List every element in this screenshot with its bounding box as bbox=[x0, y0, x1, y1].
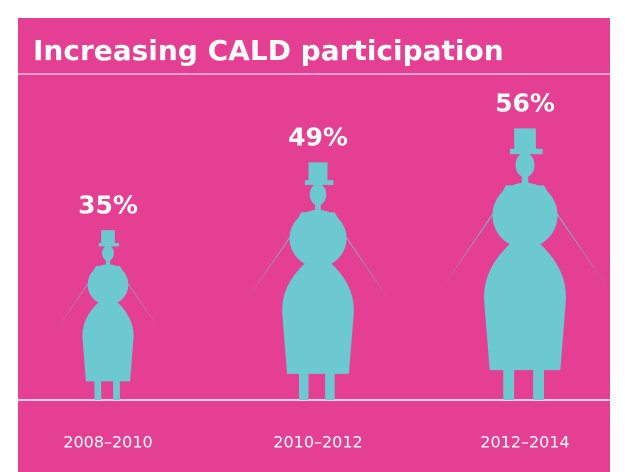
figure-part bbox=[102, 245, 114, 261]
x-tick-label: 2012–2014 bbox=[480, 433, 569, 452]
figure bbox=[57, 230, 159, 400]
figure-part bbox=[87, 264, 129, 305]
figure-part bbox=[94, 380, 102, 400]
figure-part bbox=[57, 267, 100, 329]
figure-part bbox=[325, 372, 335, 400]
figure-part bbox=[113, 380, 120, 400]
value-label: 56% bbox=[495, 88, 555, 117]
x-tick-label: 2010–2012 bbox=[273, 433, 362, 452]
value-label: 49% bbox=[288, 122, 348, 151]
figure-part bbox=[484, 242, 566, 371]
x-tick-label: 2008–2010 bbox=[63, 433, 152, 452]
figure-part bbox=[309, 183, 327, 206]
figure-part bbox=[315, 202, 321, 215]
figure-part bbox=[533, 368, 545, 400]
figure-part bbox=[443, 188, 512, 286]
figure-part bbox=[308, 162, 328, 182]
figure-part bbox=[503, 368, 515, 400]
figure-part bbox=[98, 242, 120, 247]
figure-part bbox=[514, 128, 536, 151]
figure-part bbox=[101, 230, 115, 244]
value-label: 35% bbox=[78, 190, 138, 219]
figure-part bbox=[510, 148, 543, 155]
figure-part bbox=[289, 209, 347, 267]
figure-part bbox=[298, 372, 309, 400]
chart-title: Increasing CALD participation bbox=[33, 34, 504, 67]
figure-part bbox=[304, 180, 334, 185]
figure-part bbox=[492, 182, 558, 248]
figure-part bbox=[282, 262, 354, 374]
figure-part bbox=[116, 267, 159, 329]
figure-part bbox=[105, 259, 111, 268]
figure-part bbox=[515, 152, 535, 178]
figure-part bbox=[82, 301, 134, 382]
figure-part bbox=[521, 174, 529, 189]
figure bbox=[443, 128, 607, 400]
